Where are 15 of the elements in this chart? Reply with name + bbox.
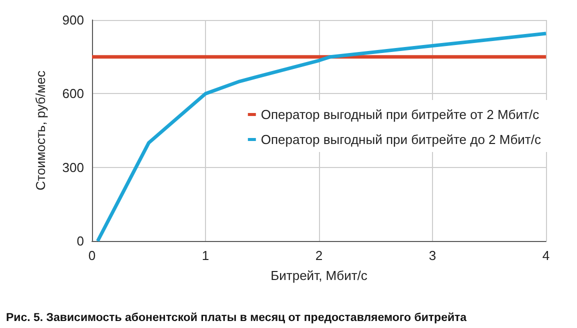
y-tick-label: 600 bbox=[62, 86, 84, 102]
x-tick-label: 2 bbox=[315, 248, 323, 263]
legend-label: Оператор выгодный при битрейте до 2 Мбит/с bbox=[260, 132, 542, 147]
x-tick-label: 4 bbox=[542, 248, 550, 263]
x-axis-title: Битрейт, Мбит/с bbox=[270, 268, 368, 283]
y-tick-label: 300 bbox=[62, 160, 84, 175]
line-series bbox=[96, 32, 548, 243]
y-axis-title: Стоимость, руб/мес bbox=[33, 70, 48, 190]
y-tick-label: 0 bbox=[76, 234, 84, 248]
x-tick-label: 3 bbox=[428, 248, 436, 263]
legend-label: Оператор выгодный при битрейте от 2 Мбит/с bbox=[260, 107, 540, 122]
x-tick-label: 0 bbox=[88, 248, 96, 263]
y-tick-label: 900 bbox=[62, 12, 84, 28]
x-tick-label: 1 bbox=[202, 248, 210, 263]
text: Рис. 5. Зависимость абонентской платы в месяц от предоставляемого битрейта bbox=[6, 312, 468, 324]
